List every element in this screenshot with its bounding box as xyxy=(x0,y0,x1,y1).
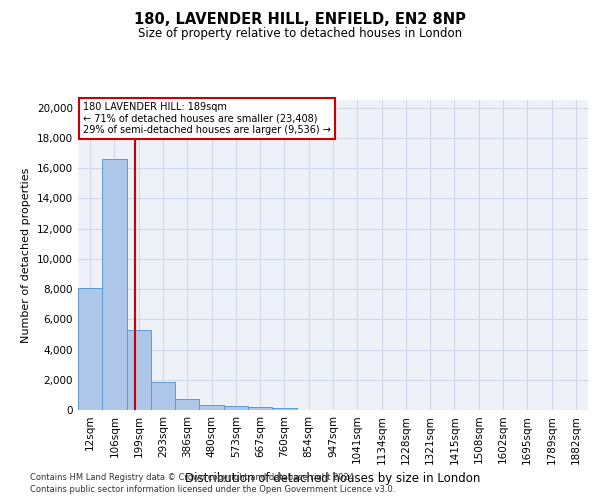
Text: 180, LAVENDER HILL, ENFIELD, EN2 8NP: 180, LAVENDER HILL, ENFIELD, EN2 8NP xyxy=(134,12,466,28)
Text: Size of property relative to detached houses in London: Size of property relative to detached ho… xyxy=(138,28,462,40)
Text: 180 LAVENDER HILL: 189sqm
← 71% of detached houses are smaller (23,408)
29% of s: 180 LAVENDER HILL: 189sqm ← 71% of detac… xyxy=(83,102,331,134)
Bar xyxy=(248,407,272,410)
Bar xyxy=(102,159,127,410)
Bar xyxy=(272,408,296,410)
Text: Contains public sector information licensed under the Open Government Licence v3: Contains public sector information licen… xyxy=(30,485,395,494)
Bar xyxy=(175,400,199,410)
Text: Contains HM Land Registry data © Crown copyright and database right 2024.: Contains HM Land Registry data © Crown c… xyxy=(30,472,356,482)
Bar xyxy=(127,330,151,410)
Y-axis label: Number of detached properties: Number of detached properties xyxy=(22,168,31,342)
Bar xyxy=(151,382,175,410)
X-axis label: Distribution of detached houses by size in London: Distribution of detached houses by size … xyxy=(185,472,481,485)
Bar xyxy=(199,404,224,410)
Bar xyxy=(224,406,248,410)
Bar xyxy=(78,288,102,410)
